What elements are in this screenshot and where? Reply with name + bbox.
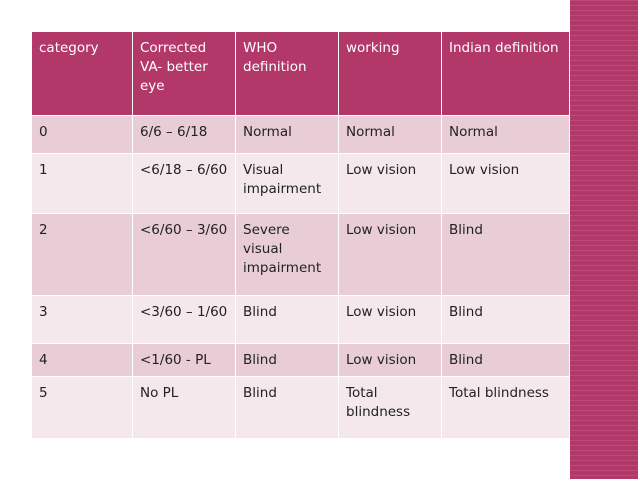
cell-category: 0 — [31, 115, 133, 154]
cell-category: 1 — [31, 153, 133, 214]
table-row: 2 <6/60 – 3/60 Severe visual impairment … — [31, 213, 570, 296]
cell-category: 2 — [31, 213, 133, 296]
decorative-side-panel — [570, 0, 638, 479]
header-who-definition: WHO definition — [235, 31, 339, 116]
cell-category: 5 — [31, 376, 133, 439]
header-indian-definition: Indian definition — [441, 31, 570, 116]
cell-working: Low vision — [338, 295, 442, 344]
visual-acuity-table: category Corrected VA- better eye WHO de… — [31, 31, 570, 439]
cell-indian-definition: Total blindness — [441, 376, 570, 439]
cell-indian-definition: Blind — [441, 213, 570, 296]
cell-corrected-va: 6/6 – 6/18 — [132, 115, 236, 154]
table-row: 0 6/6 – 6/18 Normal Normal Normal — [31, 115, 570, 154]
cell-working: Low vision — [338, 343, 442, 377]
cell-who-definition: Blind — [235, 295, 339, 344]
header-category: category — [31, 31, 133, 116]
cell-who-definition: Blind — [235, 376, 339, 439]
header-row: category Corrected VA- better eye WHO de… — [31, 31, 570, 116]
table-row: 4 <1/60 - PL Blind Low vision Blind — [31, 343, 570, 377]
cell-category: 4 — [31, 343, 133, 377]
cell-who-definition: Normal — [235, 115, 339, 154]
cell-who-definition: Severe visual impairment — [235, 213, 339, 296]
cell-corrected-va: No PL — [132, 376, 236, 439]
cell-who-definition: Blind — [235, 343, 339, 377]
cell-indian-definition: Blind — [441, 295, 570, 344]
table-row: 5 No PL Blind Total blindness Total blin… — [31, 376, 570, 439]
cell-working: Normal — [338, 115, 442, 154]
cell-corrected-va: <6/60 – 3/60 — [132, 213, 236, 296]
cell-corrected-va: <1/60 - PL — [132, 343, 236, 377]
cell-working: Low vision — [338, 153, 442, 214]
table-container: category Corrected VA- better eye WHO de… — [31, 31, 570, 439]
header-working: working — [338, 31, 442, 116]
cell-indian-definition: Blind — [441, 343, 570, 377]
cell-corrected-va: <6/18 – 6/60 — [132, 153, 236, 214]
table-row: 1 <6/18 – 6/60 Visual impairment Low vis… — [31, 153, 570, 214]
cell-indian-definition: Low vision — [441, 153, 570, 214]
cell-who-definition: Visual impairment — [235, 153, 339, 214]
cell-working: Low vision — [338, 213, 442, 296]
cell-indian-definition: Normal — [441, 115, 570, 154]
table-row: 3 <3/60 – 1/60 Blind Low vision Blind — [31, 295, 570, 344]
cell-category: 3 — [31, 295, 133, 344]
cell-working: Total blindness — [338, 376, 442, 439]
cell-corrected-va: <3/60 – 1/60 — [132, 295, 236, 344]
header-corrected-va: Corrected VA- better eye — [132, 31, 236, 116]
